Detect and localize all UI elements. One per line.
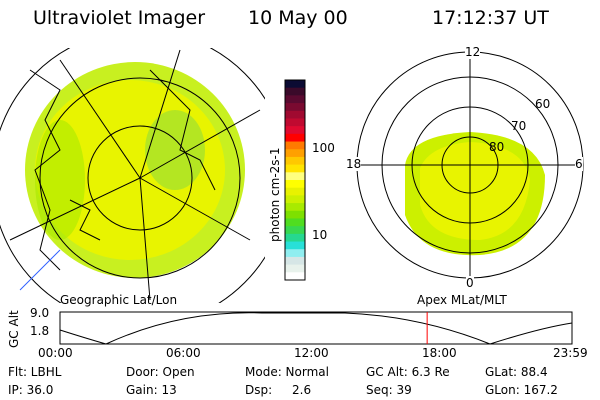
colorbar-unit-label: photon cm-2s-1 [268, 147, 282, 243]
y-tick-9: 9.0 [30, 306, 50, 320]
y-tick-1-8: 1.8 [30, 324, 50, 338]
colorbar-swatch [285, 164, 305, 173]
glon-status: GLon: 167.2 [485, 383, 558, 397]
colorbar-swatch [285, 249, 305, 258]
colorbar-swatch [285, 272, 305, 281]
dsp-label: Dsp: [245, 383, 273, 397]
dsp-value: 2.6 [292, 383, 312, 397]
instrument-title: Ultraviolet Imager [33, 7, 206, 29]
colorbar-swatch [285, 187, 305, 196]
time-label: 17:12:37 UT [432, 7, 549, 29]
mlt-label-6: 6 [575, 157, 583, 171]
colorbar-swatch [285, 203, 305, 212]
mlt-label-0: 0 [466, 276, 474, 290]
x-tick: 18:00 [422, 346, 457, 360]
colorbar-swatch [285, 87, 305, 96]
colorbar [285, 80, 305, 281]
colorbar-swatch [285, 149, 305, 158]
date-label: 10 May 00 [248, 7, 348, 29]
polar-plot [356, 51, 584, 279]
mlt-label-12: 12 [465, 45, 481, 59]
y-axis-label: GC Alt [7, 310, 21, 348]
colorbar-swatch [285, 110, 305, 119]
mode-status: Mode: Normal [245, 365, 329, 379]
colorbar-tick-100: 100 [312, 141, 335, 155]
colorbar-swatch [285, 156, 305, 166]
colorbar-swatch [285, 118, 305, 127]
altitude-curve [59, 312, 573, 345]
door-status: Door: Open [126, 365, 195, 379]
geographic-label: Geographic Lat/Lon [60, 293, 178, 307]
colorbar-swatch [285, 172, 305, 181]
colorbar-frame [284, 79, 306, 281]
mlat-label-80: 80 [489, 140, 505, 154]
mlat-label-70: 70 [511, 119, 527, 133]
colorbar-swatch [285, 218, 305, 227]
colorbar-swatch [285, 210, 305, 219]
colorbar-swatch [285, 80, 305, 89]
x-tick: 12:00 [294, 346, 329, 360]
gain-status: Gain: 13 [126, 383, 177, 397]
colorbar-tick-10: 10 [312, 228, 328, 242]
colorbar-swatch [285, 226, 305, 235]
colorbar-swatch [285, 95, 305, 104]
colorbar-swatch [285, 233, 305, 243]
colorbar-swatch [285, 195, 305, 204]
mlt-label-18: 18 [346, 157, 362, 171]
x-tick: 23:59 [553, 346, 588, 360]
colorbar-swatch [285, 103, 305, 112]
x-tick: 00:00 [38, 346, 73, 360]
colorbar-swatch [285, 241, 305, 250]
colorbar-swatch [285, 180, 305, 189]
filter-status: Flt: LBHL [8, 365, 62, 379]
x-tick: 06:00 [166, 346, 201, 360]
colorbar-swatch [285, 264, 305, 273]
glat-status: GLat: 88.4 [485, 365, 548, 379]
colorbar-swatch [285, 141, 305, 150]
geographic-image [0, 48, 265, 303]
colorbar-swatch [285, 133, 305, 143]
mlat-label-60: 60 [535, 97, 551, 111]
timeline-frame [59, 311, 573, 345]
seq-status: Seq: 39 [366, 383, 412, 397]
colorbar-swatch [285, 256, 305, 266]
gc-alt-status: GC Alt: 6.3 Re [366, 365, 450, 379]
apex-label: Apex MLat/MLT [417, 293, 507, 307]
ip-status: IP: 36.0 [8, 383, 54, 397]
colorbar-swatch [285, 126, 305, 135]
